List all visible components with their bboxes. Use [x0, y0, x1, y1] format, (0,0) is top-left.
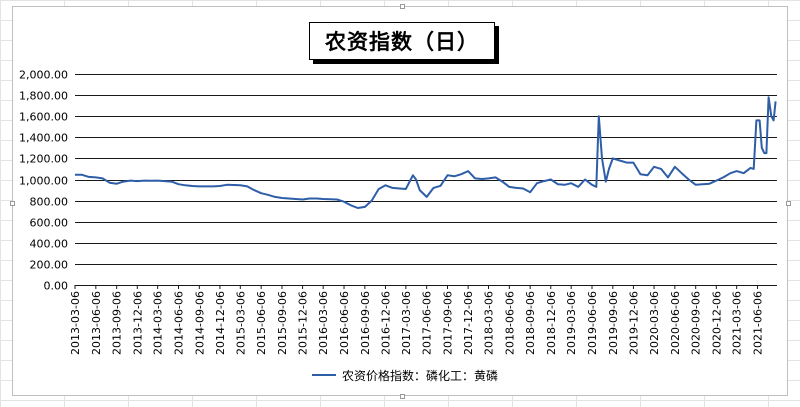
chart-title[interactable]: 农资指数（日） — [309, 22, 495, 60]
x-tick-label: 2016-12-06 — [379, 291, 392, 355]
x-tick-label: 2019-12-06 — [627, 291, 640, 355]
x-tick-label: 2020-03-06 — [648, 291, 661, 355]
x-tick-label: 2018-06-06 — [503, 291, 516, 355]
series-line-yellow-phosphorus[interactable] — [75, 96, 777, 209]
y-tick-label: 1,200.00 — [19, 153, 68, 166]
y-tick-label: 1,600.00 — [19, 111, 68, 124]
x-tick-label: 2016-06-06 — [338, 291, 351, 355]
x-tick-label: 2021-06-06 — [752, 291, 765, 355]
y-tick-label: 1,800.00 — [19, 90, 68, 103]
x-tick-label: 2013-12-06 — [131, 291, 144, 355]
x-tick-label: 2021-03-06 — [731, 291, 744, 355]
gridlines — [75, 74, 777, 265]
x-tick-label: 2020-09-06 — [690, 291, 703, 355]
x-tick-label: 2015-12-06 — [297, 291, 310, 355]
legend-label: 农资价格指数：磷化工：黄磷 — [342, 368, 499, 383]
x-tick-label: 2015-06-06 — [255, 291, 268, 355]
x-tick-label: 2013-06-06 — [90, 291, 103, 355]
x-tick-label: 2017-03-06 — [400, 291, 413, 355]
x-axis-tick-labels: 2013-03-06 2013-06-06 2013-09-06 2013-12-06… — [69, 291, 765, 355]
y-tick-label: 200.00 — [30, 259, 69, 272]
x-tick-label: 2017-09-06 — [442, 291, 455, 355]
x-tick-label: 2017-06-06 — [421, 291, 434, 355]
x-tick-label: 2013-09-06 — [111, 291, 124, 355]
x-tick-label: 2015-09-06 — [276, 291, 289, 355]
y-tick-label: 2,000.00 — [19, 69, 68, 82]
x-tick-label: 2020-12-06 — [710, 291, 723, 355]
resize-handle-bottom[interactable] — [400, 394, 405, 399]
y-axis-tick-labels: 0.00 200.00 400.00 600.00 800.00 1,000.00 1,20… — [19, 69, 68, 293]
x-tick-label: 2018-09-06 — [524, 291, 537, 355]
x-tick-label: 2016-09-06 — [359, 291, 372, 355]
resize-handle-left[interactable] — [10, 201, 15, 206]
x-tick-label: 2014-06-06 — [172, 291, 185, 355]
y-tick-label: 0.00 — [44, 280, 69, 293]
x-tick-label: 2019-06-06 — [586, 291, 599, 355]
x-tick-label: 2014-12-06 — [214, 291, 227, 355]
legend-line-marker — [312, 374, 336, 376]
y-tick-label: 800.00 — [30, 196, 69, 209]
x-tick-label: 2015-03-06 — [234, 291, 247, 355]
resize-handle-right[interactable] — [786, 201, 791, 206]
x-tick-label: 2016-03-06 — [317, 291, 330, 355]
x-tick-label: 2013-03-06 — [69, 291, 82, 355]
x-tick-label: 2019-03-06 — [565, 291, 578, 355]
legend[interactable]: 农资价格指数：磷化工：黄磷 — [312, 367, 498, 383]
x-tick-label: 2020-06-06 — [669, 291, 682, 355]
y-tick-label: 1,400.00 — [19, 132, 68, 145]
x-tick-label: 2017-12-06 — [462, 291, 475, 355]
x-tick-label: 2019-09-06 — [607, 291, 620, 355]
x-tick-label: 2014-03-06 — [152, 291, 165, 355]
resize-handle-top[interactable] — [400, 4, 405, 9]
y-tick-label: 600.00 — [30, 217, 69, 230]
x-tick-label: 2014-09-06 — [193, 291, 206, 355]
y-tick-label: 1,000.00 — [19, 175, 68, 188]
x-tick-label: 2018-03-06 — [483, 291, 496, 355]
y-tick-label: 400.00 — [30, 238, 69, 251]
x-tick-label: 2018-12-06 — [545, 291, 558, 355]
